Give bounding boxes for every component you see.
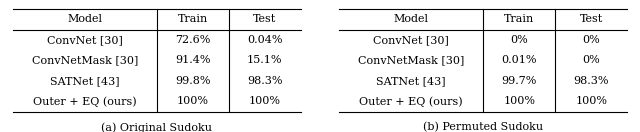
Text: 98.3%: 98.3% bbox=[573, 76, 609, 86]
Text: ConvNetMask [30]: ConvNetMask [30] bbox=[358, 55, 465, 65]
Text: 100%: 100% bbox=[503, 96, 535, 106]
Text: SATNet [43]: SATNet [43] bbox=[50, 76, 120, 86]
Text: Train: Train bbox=[504, 15, 534, 24]
Text: Model: Model bbox=[394, 15, 429, 24]
Text: 0.04%: 0.04% bbox=[247, 35, 282, 45]
Text: 0%: 0% bbox=[582, 55, 600, 65]
Text: 0.01%: 0.01% bbox=[502, 55, 537, 65]
Text: ConvNet [30]: ConvNet [30] bbox=[47, 35, 123, 45]
Text: SATNet [43]: SATNet [43] bbox=[376, 76, 446, 86]
Text: (a) Original Sudoku: (a) Original Sudoku bbox=[101, 122, 212, 132]
Text: 99.8%: 99.8% bbox=[175, 76, 211, 86]
Text: 100%: 100% bbox=[249, 96, 281, 106]
Text: 0%: 0% bbox=[510, 35, 528, 45]
Text: 99.7%: 99.7% bbox=[502, 76, 537, 86]
Text: Test: Test bbox=[580, 15, 603, 24]
Text: 0%: 0% bbox=[582, 35, 600, 45]
Text: (b) Permuted Sudoku: (b) Permuted Sudoku bbox=[423, 122, 543, 132]
Text: 100%: 100% bbox=[177, 96, 209, 106]
Text: 15.1%: 15.1% bbox=[247, 55, 282, 65]
Text: ConvNetMask [30]: ConvNetMask [30] bbox=[31, 55, 138, 65]
Text: 98.3%: 98.3% bbox=[247, 76, 282, 86]
Text: ConvNet [30]: ConvNet [30] bbox=[373, 35, 449, 45]
Text: Outer + EQ (ours): Outer + EQ (ours) bbox=[33, 96, 136, 107]
Text: 72.6%: 72.6% bbox=[175, 35, 211, 45]
Text: 91.4%: 91.4% bbox=[175, 55, 211, 65]
Text: Model: Model bbox=[67, 15, 102, 24]
Text: Train: Train bbox=[178, 15, 208, 24]
Text: 100%: 100% bbox=[575, 96, 607, 106]
Text: Test: Test bbox=[253, 15, 276, 24]
Text: Outer + EQ (ours): Outer + EQ (ours) bbox=[360, 96, 463, 107]
